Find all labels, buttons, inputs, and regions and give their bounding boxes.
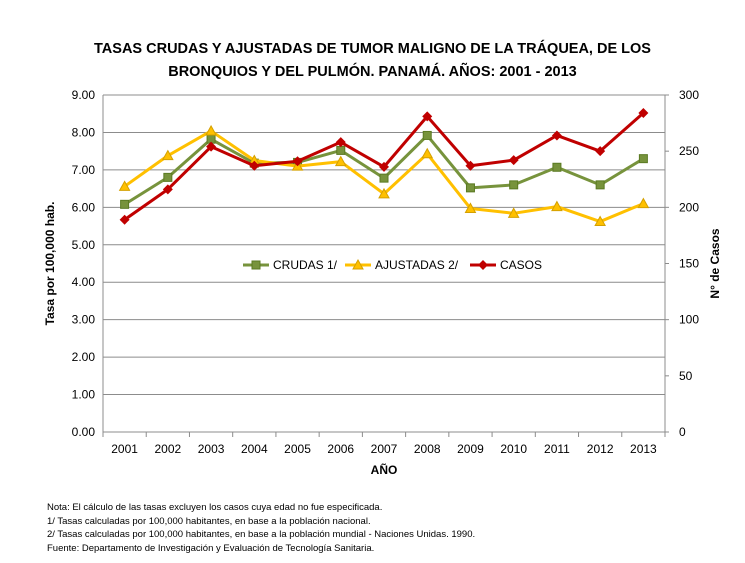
- y2-tick-label: 0: [679, 425, 686, 439]
- series-3-point: [292, 156, 303, 167]
- series-2-point: [161, 149, 174, 161]
- y2-tick-label: 200: [679, 200, 699, 214]
- y-tick-label: 8.00: [72, 125, 96, 139]
- series-2-point: [421, 147, 434, 159]
- series-1-point: [120, 199, 130, 209]
- footnote-source: Fuente: Departamento de Investigación y …: [47, 542, 375, 554]
- series-1-point: [552, 162, 562, 172]
- y-tick-label: 0.00: [72, 425, 96, 439]
- series-1-point: [465, 183, 475, 193]
- series-2-point: [205, 124, 217, 136]
- x-tick-label: 2005: [284, 442, 311, 456]
- y2-tick-label: 50: [679, 369, 693, 383]
- series-3-point: [335, 137, 346, 148]
- y2-tick-label: 300: [679, 88, 699, 102]
- footnote-nota: Nota: El cálculo de las tasas excluyen l…: [47, 502, 383, 513]
- series-3-point: [249, 160, 260, 171]
- series-3-point: [379, 161, 389, 172]
- x-tick-label: 2003: [198, 442, 225, 456]
- series-3-point: [119, 214, 130, 225]
- series-2-point: [507, 207, 520, 218]
- series-3-point: [206, 141, 217, 152]
- y-tick-label: 4.00: [72, 275, 96, 289]
- footnote-1: 1/ Tasas calculadas por 100,000 habitant…: [47, 515, 371, 527]
- series-3-point: [508, 155, 519, 166]
- series-1-point: [638, 154, 648, 164]
- x-tick-label: 2012: [587, 442, 614, 456]
- x-tick-label: 2009: [457, 442, 484, 456]
- chart-title: TASAS CRUDAS Y AJUSTADAS DE TUMOR MALIGN…: [0, 38, 745, 84]
- legend-label: AJUSTADAS 2/: [375, 258, 459, 272]
- series-3-point: [551, 130, 562, 141]
- series-2-point: [378, 187, 390, 199]
- series-3-point: [422, 111, 433, 122]
- x-tick-label: 2007: [371, 442, 398, 456]
- x-tick-label: 2006: [327, 442, 354, 456]
- series-2-point: [637, 197, 650, 209]
- y2-tick-label: 250: [679, 144, 699, 158]
- y-tick-label: 5.00: [72, 238, 96, 252]
- legend-label: CASOS: [500, 258, 542, 272]
- series-1-point: [163, 172, 173, 182]
- series-1-point: [509, 180, 519, 190]
- legend-swatch-marker: [251, 260, 261, 270]
- x-tick-label: 2008: [414, 442, 441, 456]
- x-tick-label: 2011: [544, 442, 570, 456]
- series-2-point: [464, 202, 477, 213]
- series-3-point: [465, 160, 476, 171]
- x-tick-label: 2001: [111, 442, 138, 456]
- y2-tick-label: 150: [679, 257, 699, 271]
- legend-swatch-marker: [478, 260, 488, 270]
- series-1-point: [595, 180, 605, 190]
- y-tick-label: 9.00: [72, 88, 96, 102]
- series-3-point: [638, 107, 649, 118]
- series-2-point: [118, 180, 131, 191]
- series-2-point: [594, 215, 607, 227]
- y-axis-title: Tasa por 100,000 hab.: [43, 202, 57, 326]
- x-tick-label: 2010: [500, 442, 527, 456]
- y-tick-label: 2.00: [72, 350, 96, 364]
- series-1-point: [336, 145, 346, 155]
- footnote-2: 2/ Tasas calculadas por 100,000 habitant…: [47, 529, 476, 541]
- y2-axis-title: N° de Casos: [708, 228, 722, 298]
- y-tick-label: 6.00: [72, 200, 96, 214]
- series-2-point: [551, 200, 563, 212]
- chart-title-line-2: BRONQUIOS Y DEL PULMÓN. PANAMÁ. AÑOS: 20…: [168, 64, 577, 80]
- legend-swatch-marker: [352, 258, 364, 270]
- y-tick-label: 7.00: [72, 163, 96, 177]
- series-1-point: [379, 173, 389, 183]
- y-tick-label: 3.00: [72, 313, 96, 327]
- x-tick-label: 2013: [630, 442, 657, 456]
- x-axis-title: AÑO: [371, 462, 398, 477]
- footnotes: Nota: El cálculo de las tasas excluyen l…: [47, 501, 475, 555]
- series-3-point: [162, 184, 173, 195]
- x-tick-label: 2002: [154, 442, 181, 456]
- y-tick-label: 1.00: [72, 388, 96, 402]
- series-2-point: [334, 155, 347, 167]
- x-tick-label: 2004: [241, 442, 268, 456]
- legend-label: CRUDAS 1/: [273, 258, 338, 272]
- chart-title-line-1: TASAS CRUDAS Y AJUSTADAS DE TUMOR MALIGN…: [94, 41, 651, 57]
- y2-tick-label: 100: [679, 313, 699, 327]
- series-3-point: [595, 146, 606, 157]
- series-1-point: [422, 130, 432, 140]
